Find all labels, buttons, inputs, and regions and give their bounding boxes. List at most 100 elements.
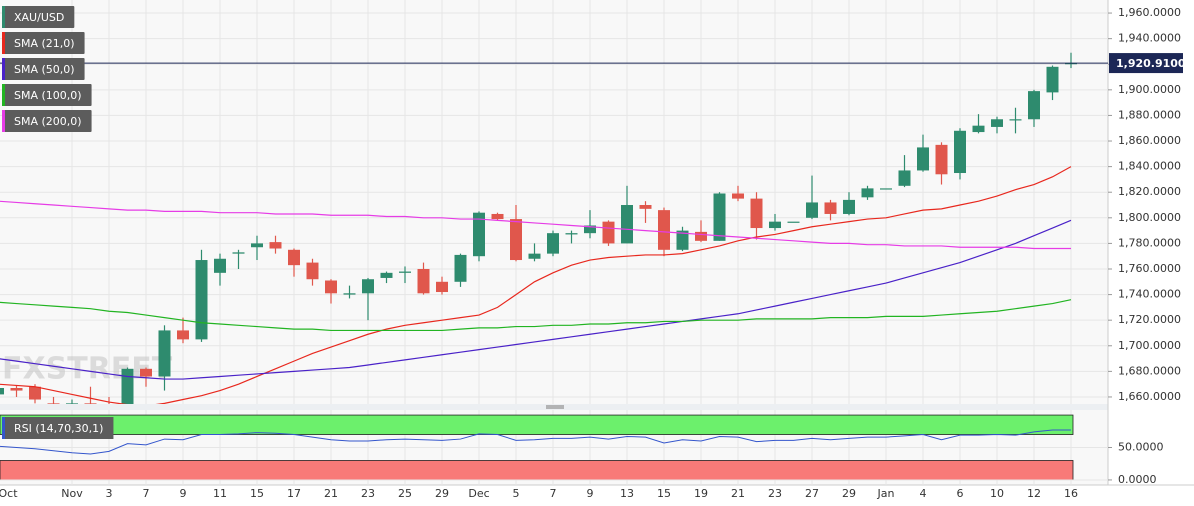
price-plot: FXSTREET (0, 0, 1108, 404)
sma-line (0, 200, 1071, 250)
x-tick-label: 7 (143, 487, 150, 500)
x-tick-label: 12 (1027, 487, 1041, 500)
last-price-label: 1,920.9100 (1116, 57, 1186, 70)
legend-box (2, 84, 92, 106)
x-tick-label: 16 (1064, 487, 1078, 500)
candle-body (1046, 66, 1059, 93)
candle-body (306, 262, 319, 280)
x-tick-label: 3 (106, 487, 113, 500)
legend: XAU/USD SMA (21,0) SMA (50,0) SMA (100,0) SM… (2, 6, 114, 439)
y-tick-label: 1,740.0000 (1118, 288, 1181, 301)
y-tick-label: 1,960.0000 (1118, 6, 1181, 19)
candle-body (510, 219, 522, 261)
y-tick-label: 1,760.0000 (1118, 262, 1181, 275)
x-tick-label: Dec (468, 487, 489, 500)
rsi-band (0, 414, 1074, 435)
candle-body (417, 268, 430, 294)
candle-body (399, 271, 411, 273)
candle-body (10, 388, 23, 391)
y-tick-label: 1,680.0000 (1118, 364, 1181, 377)
legend-label: SMA (100,0) (14, 89, 82, 102)
candle-body (621, 205, 633, 244)
candle-body (454, 254, 467, 282)
x-tick-label: 29 (842, 487, 856, 500)
candle-body (787, 221, 800, 223)
rsi-line (0, 429, 1071, 455)
x-tick-label: Nov (61, 487, 83, 500)
candle-body (658, 210, 670, 250)
y-tick-label: 50.0000 (1118, 441, 1164, 454)
y-tick-label: 1,840.0000 (1118, 160, 1181, 173)
x-tick-label: 9 (587, 487, 594, 500)
legend-label: SMA (21,0) (14, 37, 75, 50)
pane-divider (0, 404, 1108, 410)
x-tick-label: 23 (361, 487, 375, 500)
candle-body (66, 403, 78, 404)
x-tick-label: 25 (398, 487, 412, 500)
x-tick-label: 7 (550, 487, 557, 500)
candle-body (584, 225, 596, 234)
candle-body (473, 212, 485, 257)
sma-line (0, 166, 1072, 404)
candle-body (380, 272, 393, 278)
candle-body (935, 144, 948, 175)
rsi-title: RSI (14,70,30,1) (14, 422, 103, 435)
candle-body (325, 280, 337, 294)
y-tick-label: 1,860.0000 (1118, 134, 1181, 147)
candle-body (750, 198, 763, 229)
y-tick-label: 1,940.0000 (1118, 32, 1181, 45)
candle-body (1028, 91, 1040, 120)
candle-body (972, 125, 985, 133)
candle-body (861, 188, 874, 198)
candle-body (1009, 119, 1022, 121)
x-tick-label: 27 (805, 487, 819, 500)
legend-swatch (2, 58, 5, 80)
candle-body (954, 130, 966, 174)
x-tick-label: 11 (213, 487, 227, 500)
x-tick-label: 19 (694, 487, 708, 500)
candle-body (232, 252, 245, 254)
legend-swatch (2, 32, 5, 54)
legend-swatch (2, 110, 5, 132)
last-price-box (1109, 53, 1183, 74)
candle-body (806, 202, 818, 218)
x-tick-label: 21 (324, 487, 338, 500)
candle-body (436, 281, 448, 293)
y-tick-label: 1,700.0000 (1118, 339, 1181, 352)
candle-body (843, 199, 855, 214)
candle-body (195, 260, 208, 340)
x-tick-label: 13 (620, 487, 634, 500)
legend-swatch (2, 84, 5, 106)
candle-body (732, 193, 744, 199)
legend-label: SMA (200,0) (14, 115, 82, 128)
candle-body (547, 233, 559, 254)
candle-body (29, 386, 41, 400)
candle-body (0, 388, 4, 395)
candle-body (639, 205, 652, 209)
candle-body (177, 330, 189, 340)
x-tick-label: 9 (180, 487, 187, 500)
candle-body (824, 202, 837, 214)
legend-box (2, 110, 92, 132)
y-tick-label: 1,900.0000 (1118, 83, 1181, 96)
candle-body (1065, 62, 1077, 65)
y-tick-label: 1,800.0000 (1118, 211, 1181, 224)
candle-body (491, 213, 504, 220)
candle-body (214, 258, 226, 273)
x-tick-label: 4 (920, 487, 927, 500)
divider-handle[interactable] (546, 405, 564, 409)
candle-body (140, 368, 152, 377)
candle-body (362, 279, 374, 294)
x-tick-label: Oct (0, 487, 18, 500)
candle-body (288, 249, 300, 266)
candle-body (769, 221, 781, 229)
x-tick-label: 5 (513, 487, 520, 500)
legend-box (2, 32, 85, 54)
candle-body (528, 253, 541, 259)
legend-box (2, 6, 75, 28)
candle-body (158, 330, 171, 377)
candle-body (251, 243, 263, 248)
candle-body (898, 170, 911, 186)
candle-body (676, 230, 689, 250)
